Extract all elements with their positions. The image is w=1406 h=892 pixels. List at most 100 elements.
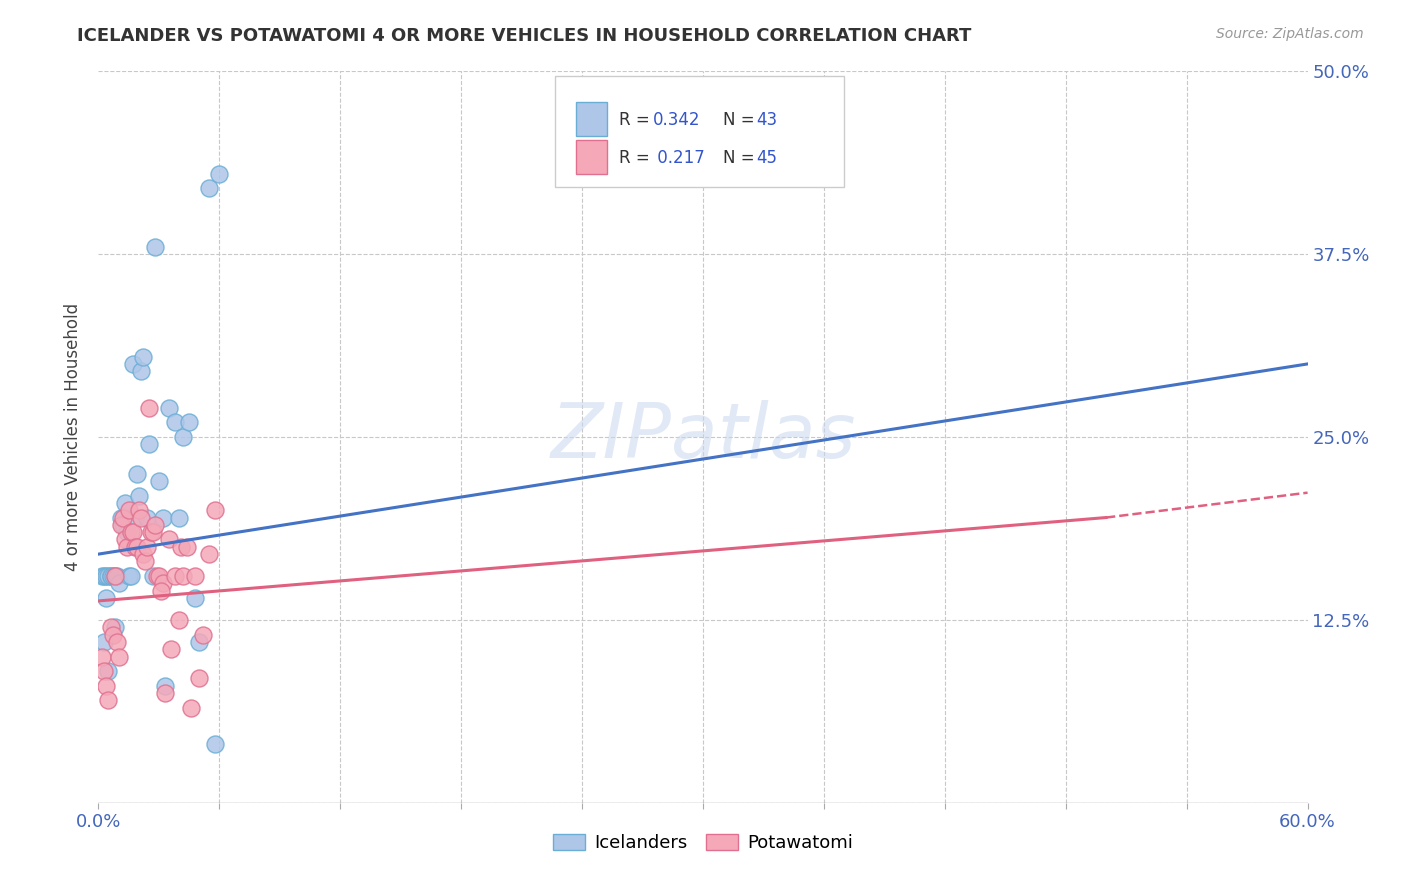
Point <box>91 569 114 583</box>
Point <box>142 569 165 583</box>
Point <box>132 547 155 561</box>
Point <box>132 350 155 364</box>
Point <box>121 357 143 371</box>
Point <box>128 503 150 517</box>
Point <box>91 649 114 664</box>
Point <box>97 569 120 583</box>
Point <box>153 686 176 700</box>
Point <box>208 167 231 181</box>
Point <box>188 672 211 686</box>
Text: N =: N = <box>723 111 759 128</box>
Point <box>135 510 157 524</box>
Point <box>129 364 152 378</box>
Point <box>143 240 166 254</box>
Point <box>118 503 141 517</box>
Point <box>188 635 211 649</box>
Point <box>163 416 186 430</box>
Point <box>138 437 160 451</box>
Point <box>149 583 172 598</box>
Point <box>153 679 176 693</box>
Point <box>103 569 125 583</box>
Point <box>103 569 125 583</box>
Point <box>152 510 174 524</box>
Point <box>139 525 162 540</box>
Point <box>100 569 122 583</box>
Point <box>135 540 157 554</box>
Point <box>97 693 120 707</box>
Point <box>128 489 150 503</box>
Point <box>163 569 186 583</box>
Point <box>107 576 129 591</box>
Point <box>97 664 120 678</box>
Point <box>115 540 138 554</box>
Text: 0.217: 0.217 <box>652 149 706 167</box>
Point <box>110 510 132 524</box>
Point <box>96 591 118 605</box>
Point <box>134 554 156 568</box>
Point <box>120 569 142 583</box>
Y-axis label: 4 or more Vehicles in Household: 4 or more Vehicles in Household <box>65 303 83 571</box>
Point <box>125 467 148 481</box>
Legend: Icelanders, Potawatomi: Icelanders, Potawatomi <box>546 827 860 860</box>
Text: N =: N = <box>723 149 759 167</box>
Point <box>142 525 165 540</box>
Point <box>198 181 221 195</box>
Point <box>160 642 183 657</box>
Point <box>93 664 115 678</box>
Point <box>100 620 122 634</box>
Point <box>176 540 198 554</box>
Point <box>124 540 146 554</box>
Point <box>204 503 226 517</box>
Text: R =: R = <box>619 149 655 167</box>
Point <box>96 679 118 693</box>
Point <box>93 569 115 583</box>
Point <box>152 576 174 591</box>
Point <box>111 510 134 524</box>
Point <box>129 510 152 524</box>
Point <box>105 635 128 649</box>
Text: ZIPatlas: ZIPatlas <box>550 401 856 474</box>
Point <box>179 416 201 430</box>
Point <box>105 569 128 583</box>
Point <box>138 401 160 415</box>
Text: 43: 43 <box>756 111 778 128</box>
Point <box>184 569 207 583</box>
Point <box>103 620 125 634</box>
Text: 45: 45 <box>756 149 778 167</box>
Point <box>114 496 136 510</box>
Point <box>101 569 124 583</box>
Point <box>118 569 141 583</box>
Point <box>184 591 207 605</box>
Point <box>121 525 143 540</box>
Point <box>172 430 194 444</box>
Point <box>100 569 122 583</box>
Text: R =: R = <box>619 111 655 128</box>
Point <box>111 517 134 532</box>
Point <box>170 540 193 554</box>
Point <box>167 510 190 524</box>
Point <box>110 517 132 532</box>
Point <box>114 533 136 547</box>
Point <box>157 401 180 415</box>
Point <box>193 627 215 641</box>
Point <box>93 635 115 649</box>
Point <box>115 525 138 540</box>
Point <box>148 474 170 488</box>
Point <box>124 510 146 524</box>
Text: Source: ZipAtlas.com: Source: ZipAtlas.com <box>1216 27 1364 41</box>
Point <box>96 569 118 583</box>
Point <box>125 540 148 554</box>
Text: ICELANDER VS POTAWATOMI 4 OR MORE VEHICLES IN HOUSEHOLD CORRELATION CHART: ICELANDER VS POTAWATOMI 4 OR MORE VEHICL… <box>77 27 972 45</box>
Point <box>180 700 202 714</box>
Text: 0.342: 0.342 <box>652 111 700 128</box>
Point <box>172 569 194 583</box>
Point <box>204 737 226 751</box>
Point <box>157 533 180 547</box>
Point <box>143 517 166 532</box>
Point <box>146 569 169 583</box>
Point <box>120 525 142 540</box>
Point <box>148 569 170 583</box>
Point <box>167 613 190 627</box>
Point <box>101 627 124 641</box>
Point <box>198 547 221 561</box>
